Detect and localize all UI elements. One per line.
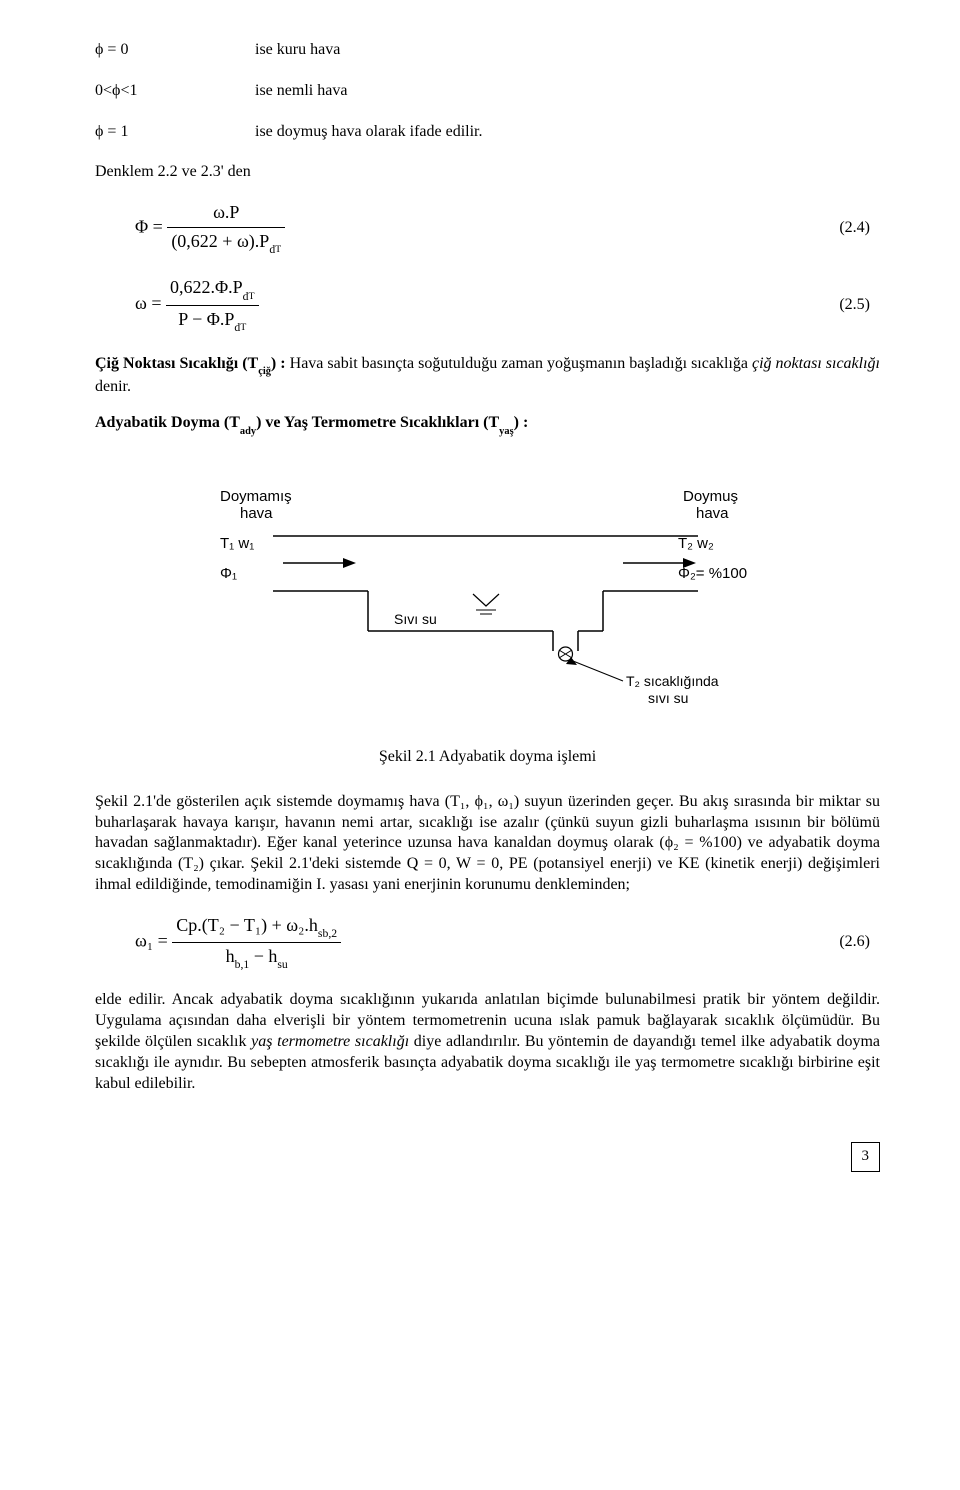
dg-bottom2: sıvı su (648, 690, 688, 706)
condition-line: 0<ϕ<1 ise nemli hava (95, 81, 880, 102)
cig-label: Çiğ Noktası Sıcaklığı (Tçiğ) : (95, 355, 286, 372)
figure-caption: Şekil 2.1 Adyabatik doyma işlemi (95, 747, 880, 768)
final-italic: yaş termometre sıcaklığı (251, 1033, 409, 1050)
cond-right: ise kuru hava (255, 40, 340, 61)
sub: ady (240, 426, 256, 437)
equation-2-5: ω = 0,622.Φ.PdT P − Φ.PdT (2.5) (135, 276, 880, 334)
denominator: hb,1 − hsu (172, 943, 341, 971)
sub2: yaş (499, 426, 513, 437)
adiabatic-diagram: Doymamış hava T₁ w₁ Φ₁ Doymuş hava T₂ w₂… (208, 466, 768, 716)
dg-leftPhi: Φ₁ (220, 565, 237, 582)
cig-text2: denir. (95, 378, 131, 395)
dg-leftT: T₁ w₁ (220, 535, 254, 552)
dg-rightPhi: Φ₂= %100 (678, 565, 747, 582)
sub-subscript: T (275, 244, 281, 255)
den-text: (0,622 + ω).P (171, 231, 269, 251)
num-text: 0,622.Φ.P (170, 277, 243, 297)
cig-heading: Çiğ Noktası Sıcaklığı (Tçiğ) : Hava sabi… (95, 354, 880, 398)
cond-right: ise nemli hava (255, 81, 347, 102)
numerator: Cp.(T₂ − T₁) + ω₂.hsb,2 (172, 914, 341, 943)
denklem-intro: Denklem 2.2 ve 2.3' den (95, 162, 880, 183)
sub: çiğ (258, 366, 271, 377)
den-a: h (226, 946, 235, 966)
numerator: ω.P (167, 201, 285, 227)
eq-number: (2.5) (839, 295, 880, 316)
condition-line: ϕ = 0 ise kuru hava (95, 40, 880, 61)
cond-left: ϕ = 1 (95, 122, 255, 143)
dg-bottom1: T₂ sıcaklığında (626, 673, 719, 689)
final-paragraph: elde edilir. Ancak adyabatik doyma sıcak… (95, 990, 880, 1094)
eq-lhs: ω = (135, 293, 162, 313)
subscript: sb,2 (318, 927, 337, 940)
equation-2-6: ω₁ = Cp.(T₂ − T₁) + ω₂.hsb,2 hb,1 − hsu … (135, 914, 880, 971)
denominator: P − Φ.PdT (166, 306, 259, 334)
cig-italic: çiğ noktası sıcaklığı (752, 355, 880, 372)
dg-right1: Doymuş (683, 488, 738, 505)
sub-subscript: T (249, 291, 255, 302)
dg-rightT: T₂ w₂ (678, 535, 714, 552)
num-text: Cp.(T₂ − T₁) + ω₂.h (176, 915, 318, 935)
den-text: P − Φ.P (178, 309, 234, 329)
cond-left: 0<ϕ<1 (95, 81, 255, 102)
diagram-figure: Doymamış hava T₁ w₁ Φ₁ Doymuş hava T₂ w₂… (95, 466, 880, 723)
cig-text: Hava sabit basınçta soğutulduğu zaman yo… (286, 355, 752, 372)
condition-line: ϕ = 1 ise doymuş hava olarak ifade edili… (95, 122, 880, 143)
subscript: d (243, 290, 249, 303)
cond-right: ise doymuş hava olarak ifade edilir. (255, 122, 482, 143)
ady-heading: Adyabatik Doyma (Tady) ve Yaş Termometre… (95, 413, 880, 436)
eq-number: (2.6) (839, 932, 880, 953)
t2: ) ve Yaş Termometre Sıcaklıkları (T (256, 414, 499, 431)
den-mid: − h (249, 946, 277, 966)
dg-right2: hava (696, 505, 729, 522)
sub1: b,1 (235, 958, 250, 971)
fraction: Cp.(T₂ − T₁) + ω₂.hsb,2 hb,1 − hsu (172, 914, 341, 971)
dg-left1: Doymamış (220, 488, 292, 505)
dg-left2: hava (240, 505, 273, 522)
fraction: 0,622.Φ.PdT P − Φ.PdT (166, 276, 259, 334)
denominator: (0,622 + ω).PdT (167, 228, 285, 256)
eq-content: Φ = ω.P (0,622 + ω).PdT (135, 201, 285, 256)
t: Çiğ Noktası Sıcaklığı (T (95, 355, 258, 372)
eq-content: ω₁ = Cp.(T₂ − T₁) + ω₂.hsb,2 hb,1 − hsu (135, 914, 341, 971)
sub2: su (277, 958, 287, 971)
numerator: 0,622.Φ.PdT (166, 276, 259, 305)
eq-lhs: Φ = (135, 217, 163, 237)
t2: ) : (271, 355, 286, 372)
t3: ) : (514, 414, 529, 431)
eq-lhs: ω₁ = (135, 930, 168, 950)
sub-subscript: T (240, 322, 246, 333)
dg-liquid: Sıvı su (394, 611, 437, 627)
t: Adyabatik Doyma (T (95, 414, 240, 431)
eq-number: (2.4) (839, 218, 880, 239)
equation-2-4: Φ = ω.P (0,622 + ω).PdT (2.4) (135, 201, 880, 256)
body-paragraph: Şekil 2.1'de gösterilen açık sistemde do… (95, 792, 880, 896)
cond-left: ϕ = 0 (95, 40, 255, 61)
page-number: 3 (851, 1142, 881, 1172)
fraction: ω.P (0,622 + ω).PdT (167, 201, 285, 256)
eq-content: ω = 0,622.Φ.PdT P − Φ.PdT (135, 276, 259, 334)
